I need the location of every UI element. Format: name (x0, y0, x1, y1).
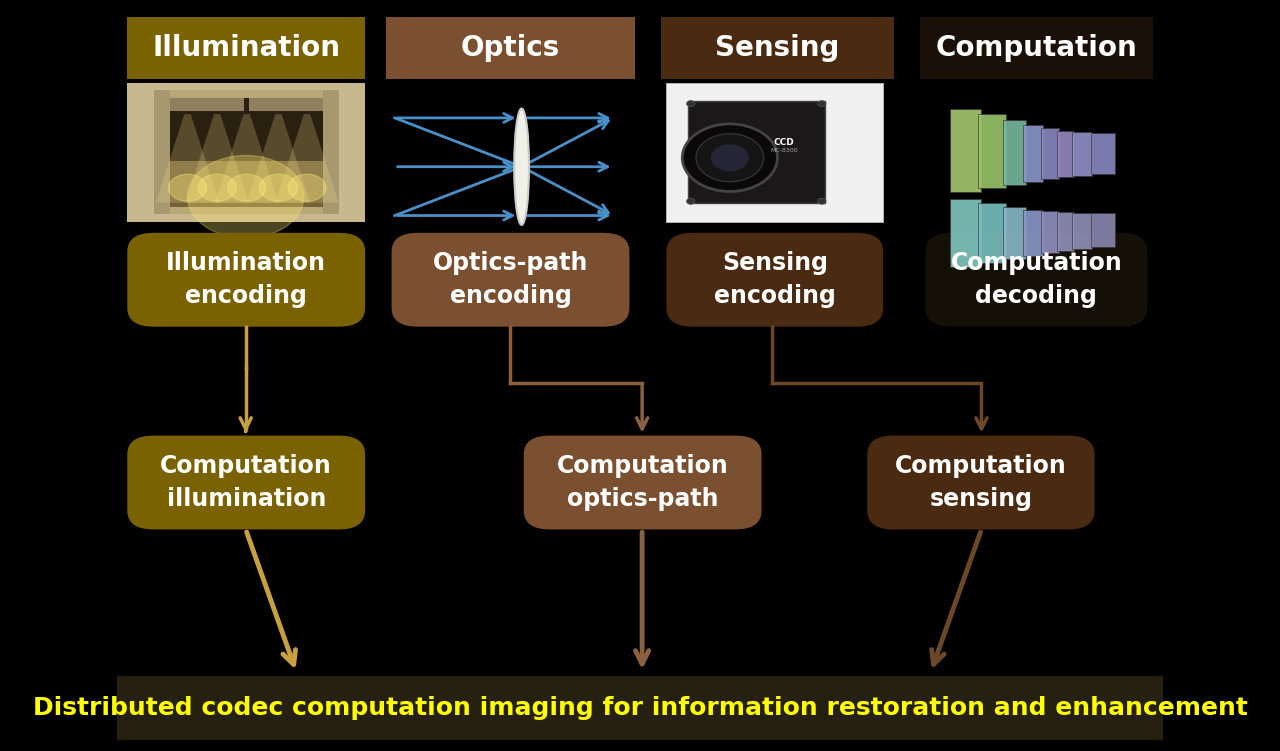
Text: Illumination
encoding: Illumination encoding (166, 251, 326, 309)
FancyBboxPatch shape (524, 436, 762, 529)
Bar (667, 83, 883, 222)
Bar (127, 83, 365, 222)
Text: Illumination: Illumination (152, 34, 340, 62)
Circle shape (818, 101, 826, 107)
Bar (950, 199, 982, 267)
Text: Optics: Optics (461, 34, 561, 62)
Circle shape (188, 155, 303, 238)
Text: Computation
optics-path: Computation optics-path (557, 454, 728, 511)
Text: Computation: Computation (936, 34, 1138, 62)
Bar (687, 101, 826, 203)
Polygon shape (247, 114, 310, 203)
Polygon shape (156, 114, 219, 203)
Bar (1023, 210, 1043, 256)
Bar (323, 90, 339, 214)
Circle shape (710, 144, 749, 171)
Bar (920, 17, 1153, 79)
Circle shape (169, 174, 206, 201)
Text: Computation
illumination: Computation illumination (160, 454, 332, 511)
Bar (248, 98, 323, 111)
Bar (1056, 212, 1074, 251)
Circle shape (260, 174, 297, 201)
FancyBboxPatch shape (127, 436, 365, 529)
Bar (950, 109, 982, 192)
Polygon shape (275, 114, 339, 203)
Ellipse shape (515, 108, 529, 225)
Circle shape (686, 101, 695, 107)
Polygon shape (215, 114, 279, 203)
FancyBboxPatch shape (127, 233, 365, 327)
Circle shape (686, 198, 695, 204)
Text: MC-8300: MC-8300 (771, 148, 797, 152)
Bar (1002, 207, 1025, 259)
Bar (1056, 131, 1074, 177)
FancyBboxPatch shape (925, 233, 1147, 327)
Bar (387, 17, 635, 79)
Circle shape (228, 174, 266, 201)
Circle shape (682, 124, 777, 192)
Text: Optics-path
encoding: Optics-path encoding (433, 251, 589, 309)
Bar (169, 98, 323, 207)
Bar (978, 203, 1006, 263)
FancyBboxPatch shape (868, 436, 1094, 529)
Bar (154, 90, 169, 214)
Bar (169, 161, 323, 207)
Circle shape (198, 174, 237, 201)
Circle shape (288, 174, 326, 201)
Bar (978, 114, 1006, 188)
Text: CCD: CCD (773, 138, 794, 147)
Bar (154, 90, 339, 214)
Polygon shape (186, 114, 248, 203)
Bar (1041, 211, 1059, 253)
Bar (116, 676, 1164, 740)
Text: Sensing
encoding: Sensing encoding (714, 251, 836, 309)
Text: Computation
decoding: Computation decoding (951, 251, 1123, 309)
Circle shape (696, 134, 764, 182)
Bar (1073, 213, 1092, 249)
Text: Distributed codec computation imaging for information restoration and enhancemen: Distributed codec computation imaging fo… (32, 696, 1248, 719)
Bar (1041, 128, 1059, 179)
Bar (662, 17, 893, 79)
FancyBboxPatch shape (392, 233, 630, 327)
Bar (127, 17, 365, 79)
Bar (1073, 132, 1092, 176)
Text: Computation
sensing: Computation sensing (895, 454, 1066, 511)
FancyBboxPatch shape (667, 233, 883, 327)
Circle shape (818, 198, 826, 204)
Bar (1002, 120, 1025, 185)
Bar (1092, 133, 1115, 174)
Bar (1092, 213, 1115, 247)
Text: Sensing: Sensing (716, 34, 840, 62)
Bar (1023, 125, 1043, 182)
Bar (169, 98, 243, 111)
